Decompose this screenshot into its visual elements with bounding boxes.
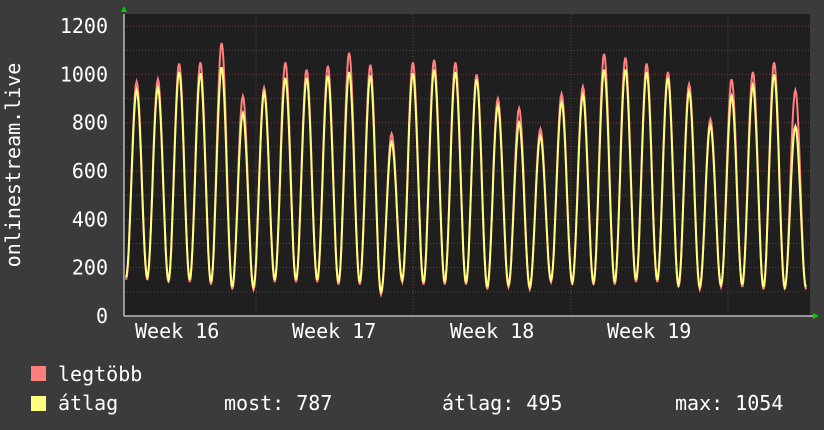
y-tick-label: 600 — [72, 159, 108, 183]
x-tick-label: Week 17 — [292, 319, 376, 340]
legend-swatch-legtobb — [31, 366, 46, 381]
x-tick-labels: Week 16 Week 17 Week 18 Week 19 — [135, 319, 691, 340]
y-axis-label: onlinestream.live — [1, 63, 25, 268]
stat-avg: átlag: 495 — [442, 391, 563, 415]
y-tick-label: 1200 — [60, 14, 108, 38]
legend-swatch-atlag — [31, 396, 46, 411]
x-axis-arrow-icon — [813, 313, 819, 319]
stat-now: most: 787 — [224, 391, 333, 415]
y-tick-label: 800 — [72, 111, 108, 135]
y-tick-label: 1000 — [60, 62, 108, 86]
stat-max: max: 1054 — [675, 391, 784, 415]
y-tick-labels: 0 200 400 600 800 1000 1200 — [60, 14, 108, 328]
x-tick-label: Week 19 — [607, 319, 691, 340]
legend-label-atlag: átlag — [58, 391, 119, 415]
x-tick-label: Week 16 — [135, 319, 219, 340]
axes — [121, 6, 819, 319]
y-tick-label: 0 — [96, 304, 108, 328]
series-line-atlag — [125, 66, 807, 296]
y-tick-label: 200 — [72, 256, 108, 280]
legend-label-legtobb: legtöbb — [58, 362, 143, 386]
x-tick-label: Week 18 — [450, 319, 534, 340]
y-tick-label: 400 — [72, 207, 108, 231]
y-axis-arrow-icon — [121, 6, 127, 12]
